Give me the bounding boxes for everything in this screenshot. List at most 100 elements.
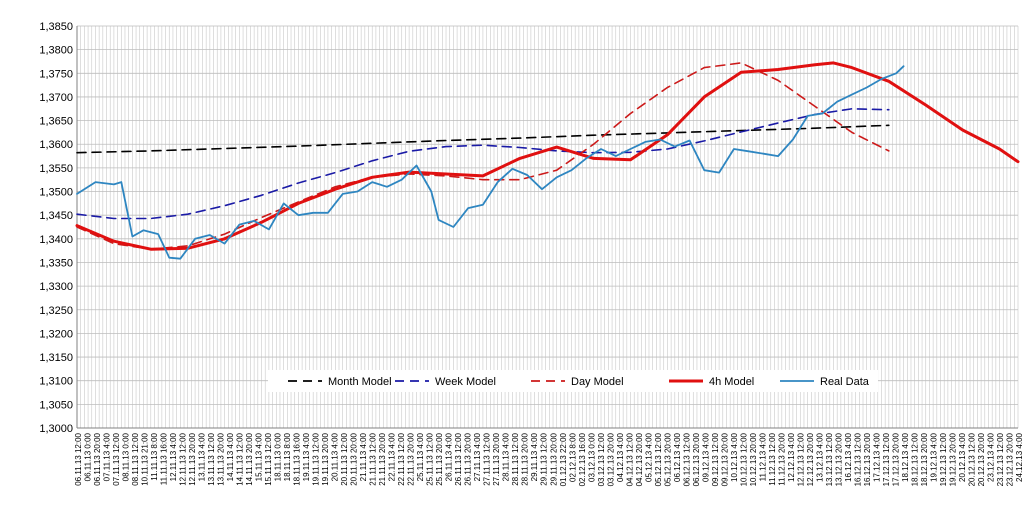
x-tick-label: 11.11.13 16:00 bbox=[160, 432, 169, 485]
x-tick-label: 23.12.13 20:00 bbox=[1005, 432, 1014, 486]
x-tick-label: 08.11.13 12:00 bbox=[131, 432, 140, 485]
y-tick-label: 1,3700 bbox=[39, 92, 73, 104]
x-tick-label: 19.12.13 20:00 bbox=[948, 432, 957, 486]
y-tick-label: 1,3000 bbox=[39, 423, 73, 435]
y-tick-label: 1,3650 bbox=[39, 116, 73, 128]
x-tick-label: 10.12.13 12:00 bbox=[739, 432, 748, 486]
x-tick-label: 11.12.13 4:00 bbox=[758, 432, 767, 481]
x-tick-label: 06.11.13 0:00 bbox=[84, 432, 93, 481]
gridlines bbox=[76, 25, 1019, 429]
x-tick-label: 11.11.13 8:00 bbox=[150, 432, 159, 480]
x-tick-label: 10.12.13 4:00 bbox=[730, 432, 739, 481]
y-tick-label: 1,3450 bbox=[39, 210, 73, 222]
x-tick-label: 03.12.13 0:00 bbox=[587, 432, 596, 481]
x-tick-label: 06.12.13 4:00 bbox=[673, 432, 682, 481]
x-tick-label: 20.12.13 12:00 bbox=[967, 432, 976, 486]
x-tick-label: 29.11.13 4:00 bbox=[530, 432, 539, 481]
x-tick-label: 28.11.13 4:00 bbox=[502, 432, 511, 481]
x-tick-label: 21.11.13 12:00 bbox=[369, 432, 378, 485]
x-tick-label: 16.12.13 20:00 bbox=[863, 432, 872, 486]
x-tick-label: 28.11.13 12:00 bbox=[511, 432, 520, 485]
y-tick-label: 1,3150 bbox=[39, 352, 73, 364]
x-tick-label: 29.11.13 20:00 bbox=[549, 432, 558, 485]
y-tick-label: 1,3750 bbox=[39, 68, 73, 80]
y-tick-label: 1,3250 bbox=[39, 305, 73, 317]
series-line-real-data bbox=[76, 65, 905, 260]
x-tick-label: 12.12.13 4:00 bbox=[787, 432, 796, 481]
x-tick-label: 02.12.13 16:00 bbox=[578, 432, 587, 486]
x-tick-label: 13.12.13 4:00 bbox=[815, 432, 824, 481]
x-tick-label: 17.12.13 20:00 bbox=[891, 432, 900, 486]
x-tick-label: 04.12.13 12:00 bbox=[625, 432, 634, 486]
x-tick-label: 04.12.13 4:00 bbox=[616, 432, 625, 481]
x-tick-label: 13.11.13 4:00 bbox=[198, 432, 207, 481]
x-tick-label: 21.11.13 20:00 bbox=[378, 432, 387, 485]
x-tick-label: 19.12.13 12:00 bbox=[939, 432, 948, 486]
x-tick-label: 18.11.13 8:00 bbox=[283, 432, 292, 481]
y-tick-label: 1,3850 bbox=[39, 21, 73, 33]
x-tick-label: 25.11.13 20:00 bbox=[435, 432, 444, 485]
series-lines bbox=[75, 61, 1020, 260]
x-tick-label: 22.11.13 4:00 bbox=[388, 432, 397, 481]
axes: 1,3000 1,3050 1,3100 1,3150 1,3200 1,3250 1,33… bbox=[39, 21, 1024, 486]
x-tick-label: 12.12.13 20:00 bbox=[806, 432, 815, 486]
x-tick-label: 15.11.13 12:00 bbox=[264, 432, 273, 485]
x-tick-label: 09.12.13 20:00 bbox=[720, 432, 729, 486]
x-tick-label: 13.12.13 12:00 bbox=[825, 432, 834, 486]
x-tick-label: 20.11.13 4:00 bbox=[331, 432, 340, 481]
x-tick-label: 25.11.13 4:00 bbox=[416, 432, 425, 481]
x-tick-label: 21.11.13 4:00 bbox=[359, 432, 368, 481]
x-tick-label: 13.11.13 12:00 bbox=[207, 432, 216, 485]
x-tick-label: 20.12.13 4:00 bbox=[958, 432, 967, 481]
x-tick-label: 20.12.13 20:00 bbox=[977, 432, 986, 486]
y-tick-label: 1,3050 bbox=[39, 399, 73, 411]
x-tick-label: 19.11.13 4:00 bbox=[302, 432, 311, 481]
x-tick-label: 11.12.13 20:00 bbox=[777, 432, 786, 485]
x-tick-label: 12.11.13 12:00 bbox=[179, 432, 188, 485]
x-tick-label: 27.11.13 12:00 bbox=[483, 432, 492, 485]
y-tick-label: 1,3350 bbox=[39, 257, 73, 269]
x-tick-label: 18.12.13 4:00 bbox=[901, 432, 910, 481]
x-tick-label: 29.11.13 12:00 bbox=[540, 432, 549, 485]
x-tick-label: 08.11.13 0:00 bbox=[122, 432, 131, 481]
x-tick-label: 07.11.13 12:00 bbox=[112, 432, 121, 485]
x-tick-label: 14.11.13 12:00 bbox=[236, 432, 245, 485]
y-tick-label: 1,3100 bbox=[39, 376, 73, 388]
x-tick-label: 19.11.13 20:00 bbox=[321, 432, 330, 485]
x-tick-label: 27.11.13 4:00 bbox=[473, 432, 482, 481]
x-tick-label: 23.12.13 4:00 bbox=[986, 432, 995, 481]
x-tick-label: 20.11.13 20:00 bbox=[350, 432, 359, 485]
x-tick-label: 19.11.13 12:00 bbox=[312, 432, 321, 485]
legend-label: Real Data bbox=[820, 376, 870, 388]
x-tick-label: 09.12.13 12:00 bbox=[711, 432, 720, 486]
series-line-day-model bbox=[76, 62, 890, 250]
x-tick-label: 12.12.13 12:00 bbox=[796, 432, 805, 486]
x-tick-label: 22.11.13 20:00 bbox=[407, 432, 416, 485]
y-tick-label: 1,3600 bbox=[39, 139, 73, 151]
legend-label: Month Model bbox=[328, 376, 392, 388]
x-tick-label: 26.11.13 12:00 bbox=[454, 432, 463, 485]
y-tick-label: 1,3500 bbox=[39, 187, 73, 199]
series-line-week-model bbox=[76, 108, 890, 220]
legend-label: Day Model bbox=[571, 376, 624, 388]
x-tick-label: 09.12.13 4:00 bbox=[701, 432, 710, 481]
legend: Month Model Week Model Day Model 4h Model Re… bbox=[268, 370, 878, 392]
x-tick-label: 16.12.13 12:00 bbox=[853, 432, 862, 486]
x-tick-label: 18.11.13 16:00 bbox=[293, 432, 302, 485]
x-tick-label: 26.11.13 20:00 bbox=[464, 432, 473, 485]
x-tick-label: 12.11.13 20:00 bbox=[188, 432, 197, 485]
x-tick-label: 14.11.13 20:00 bbox=[245, 432, 254, 485]
x-tick-label: 19.12.13 4:00 bbox=[929, 432, 938, 481]
x-tick-label: 24.12.13 4:00 bbox=[1015, 432, 1024, 481]
x-tick-label: 14.11.13 4:00 bbox=[226, 432, 235, 481]
x-tick-label: 03.12.13 20:00 bbox=[606, 432, 615, 486]
y-tick-label: 1,3200 bbox=[39, 328, 73, 340]
x-tick-label: 06.12.13 12:00 bbox=[682, 432, 691, 486]
x-tick-label: 01.12.13 22:00 bbox=[559, 432, 568, 486]
x-tick-label: 06.11.13 20:00 bbox=[93, 432, 102, 485]
x-tick-label: 28.11.13 20:00 bbox=[521, 432, 530, 485]
x-tick-label: 25.11.13 12:00 bbox=[426, 432, 435, 485]
x-tick-label: 05.12.13 12:00 bbox=[654, 432, 663, 486]
